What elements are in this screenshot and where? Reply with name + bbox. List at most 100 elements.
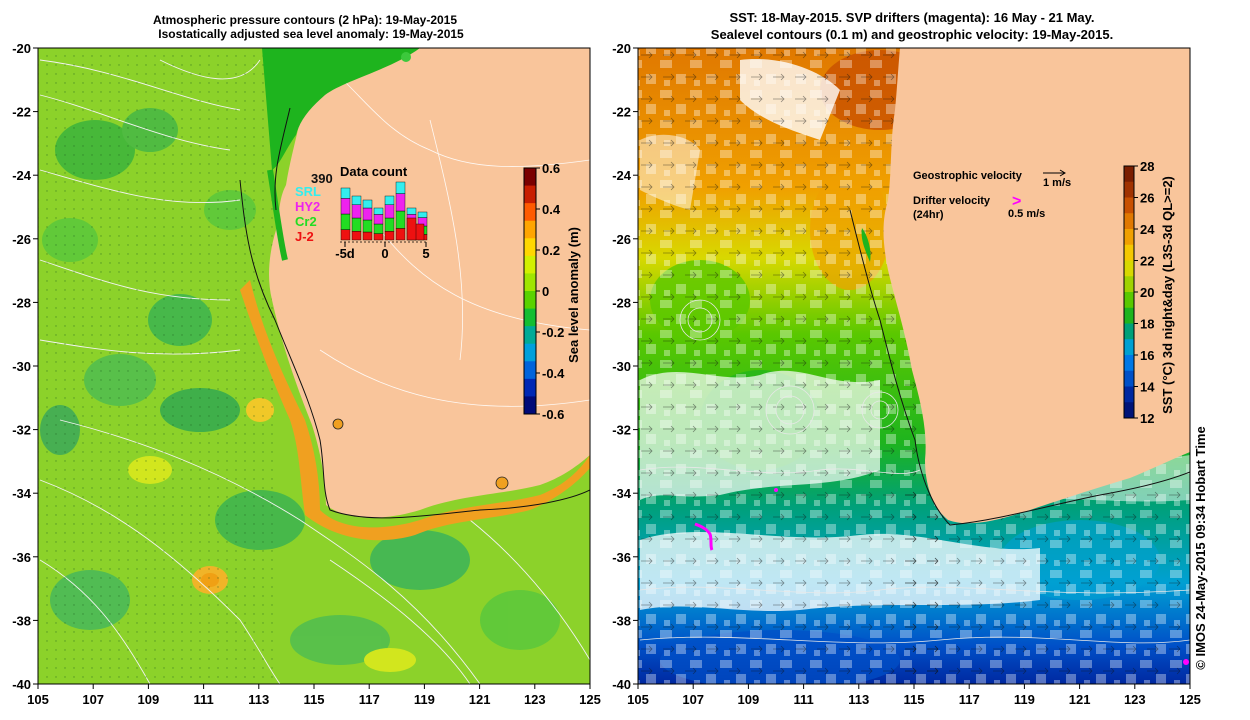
data-count-bar-segment <box>362 219 373 233</box>
right-colorbar: 28 26 24 22 20 18 16 14 12 <box>1123 159 1155 426</box>
right-colorbar-swatch <box>1124 181 1134 198</box>
left-y-tick-label: -28 <box>12 295 31 310</box>
right-y-tick-label: -40 <box>612 677 631 692</box>
data-count-total: 390 <box>311 171 333 186</box>
legend-srl: SRL <box>295 184 321 199</box>
right-y-axis: -20 -22 -24 -26 -28 -30 -32 -34 -36 -38 -40 <box>612 41 638 692</box>
right-colorbar-tick-label: 18 <box>1140 317 1154 332</box>
data-count-bar-segment <box>414 223 425 241</box>
left-colorbar-tick-label: -0.6 <box>542 407 564 422</box>
left-colorbar-swatch <box>524 396 536 415</box>
left-y-tick-label: -34 <box>12 486 32 501</box>
right-x-tick-label: 111 <box>793 692 813 707</box>
right-colorbar-tick-label: 12 <box>1140 411 1154 426</box>
right-x-tick-label: 107 <box>682 692 704 707</box>
left-x-tick-label: 119 <box>414 692 435 707</box>
right-colorbar-swatch <box>1124 292 1134 309</box>
data-count-bar-segment <box>395 228 406 241</box>
data-count-bar-segment <box>340 187 351 199</box>
left-colorbar-swatch <box>524 291 536 310</box>
right-colorbar-swatch <box>1124 402 1134 419</box>
left-x-tick-label: 105 <box>27 692 49 707</box>
data-count-bar-segment <box>373 214 384 225</box>
legend-hy2: HY2 <box>295 199 320 214</box>
drifter-track <box>694 522 714 551</box>
left-x-tick-label: 117 <box>359 692 380 707</box>
right-colorbar-swatch <box>1124 213 1134 230</box>
left-title-line1: Atmospheric pressure contours (2 hPa): 1… <box>153 13 457 27</box>
data-count-bar-segment <box>395 181 406 194</box>
data-count-bar-segment <box>417 211 428 218</box>
left-land-contours <box>319 59 590 407</box>
data-count-bar-segment <box>384 230 395 241</box>
left-colorbar-tick-label: 0.6 <box>542 161 560 176</box>
data-count-bar-segment <box>351 217 362 232</box>
left-y-axis: -20 -22 -24 -26 -28 -30 -32 -34 -36 -38 -40 <box>12 41 38 692</box>
right-y-tick-label: -20 <box>612 41 631 56</box>
left-y-tick-label: -30 <box>12 359 31 374</box>
right-colorbar-swatch <box>1124 260 1134 277</box>
left-x-tick-label: 123 <box>524 692 546 707</box>
left-y-tick-label: -38 <box>12 613 31 628</box>
data-count-bar-segment <box>395 193 406 212</box>
left-colorbar-tick-label: -0.4 <box>542 366 565 381</box>
right-colorbar-tick-label: 22 <box>1140 254 1154 269</box>
data-count-axis: -5d 0 5 <box>335 242 430 261</box>
left-title-line2: Isostatically adjusted sea level anomaly… <box>158 27 464 41</box>
left-x-tick-label: 109 <box>138 692 160 707</box>
data-count-bar-segment <box>395 210 406 229</box>
left-y-tick-label: -40 <box>12 677 31 692</box>
left-colorbar-swatch <box>524 378 536 397</box>
left-colorbar-tick-label: -0.2 <box>542 325 564 340</box>
left-colorbar: 0.6 0.4 0.2 0 -0.2 -0.4 -0.6 <box>523 161 565 422</box>
left-y-tick-label: -24 <box>12 168 32 183</box>
left-x-tick-label: 107 <box>82 692 104 707</box>
left-x-tick-label: 113 <box>248 692 269 707</box>
data-count-bar-segment <box>384 217 395 232</box>
data-count-bar-segment <box>340 213 351 230</box>
left-colorbar-label: Sea level anomaly (m) <box>566 227 581 363</box>
left-colorbar-tick-label: 0.2 <box>542 243 560 258</box>
data-count-bar-segment <box>362 199 373 209</box>
left-y-tick-label: -36 <box>12 550 31 565</box>
north-coast-strip <box>262 48 420 170</box>
left-y-tick-label: -22 <box>12 105 31 120</box>
left-land <box>269 48 590 518</box>
data-count-tick-label: 0 <box>381 246 388 261</box>
right-y-tick-label: -34 <box>612 486 632 501</box>
right-x-tick-label: 109 <box>738 692 760 707</box>
left-colorbar-swatch <box>524 326 536 345</box>
data-count-bar-segment <box>373 223 384 234</box>
drifter-scale: 0.5 m/s <box>1008 208 1045 220</box>
right-x-tick-label: 125 <box>1179 692 1201 707</box>
data-count-bar-segment <box>384 204 395 219</box>
legend-cr2: Cr2 <box>295 214 317 229</box>
left-colorbar-tick-label: 0 <box>542 284 549 299</box>
right-y-tick-label: -38 <box>612 613 631 628</box>
legend-j-2: J-2 <box>295 229 314 244</box>
right-colorbar-swatch <box>1124 307 1134 324</box>
right-colorbar-swatch <box>1124 197 1134 214</box>
right-colorbar-label: SST (°C) 3d night&day (L3S-3d QL>=2) <box>1160 176 1175 414</box>
right-title-line2: Sealevel contours (0.1 m) and geostrophi… <box>711 27 1113 42</box>
right-colorbar-tick-label: 26 <box>1140 191 1154 206</box>
data-count-bar-segment <box>406 217 417 241</box>
left-x-tick-label: 115 <box>304 692 325 707</box>
shelf-contour <box>239 179 590 519</box>
left-colorbar-swatch <box>524 308 536 327</box>
credit-text: © IMOS 24-May-2015 09:34 Hobart Time <box>1193 426 1208 669</box>
geostrophic-label: Geostrophic velocity <box>913 170 1023 182</box>
data-count-bar-segment <box>384 195 395 206</box>
left-x-tick-label: 125 <box>579 692 601 707</box>
data-count-tick-label: -5d <box>335 246 355 261</box>
right-x-axis: 105 107 109 111 113 115 117 119 121 123 125 <box>627 684 1201 707</box>
right-land <box>883 48 1190 524</box>
right-x-tick-label: 105 <box>627 692 649 707</box>
left-colorbar-swatch <box>524 168 536 187</box>
right-colorbar-swatch <box>1124 323 1134 340</box>
data-count-bars <box>340 181 428 241</box>
right-colorbar-swatch <box>1124 166 1134 183</box>
left-colorbar-swatch <box>524 238 536 257</box>
